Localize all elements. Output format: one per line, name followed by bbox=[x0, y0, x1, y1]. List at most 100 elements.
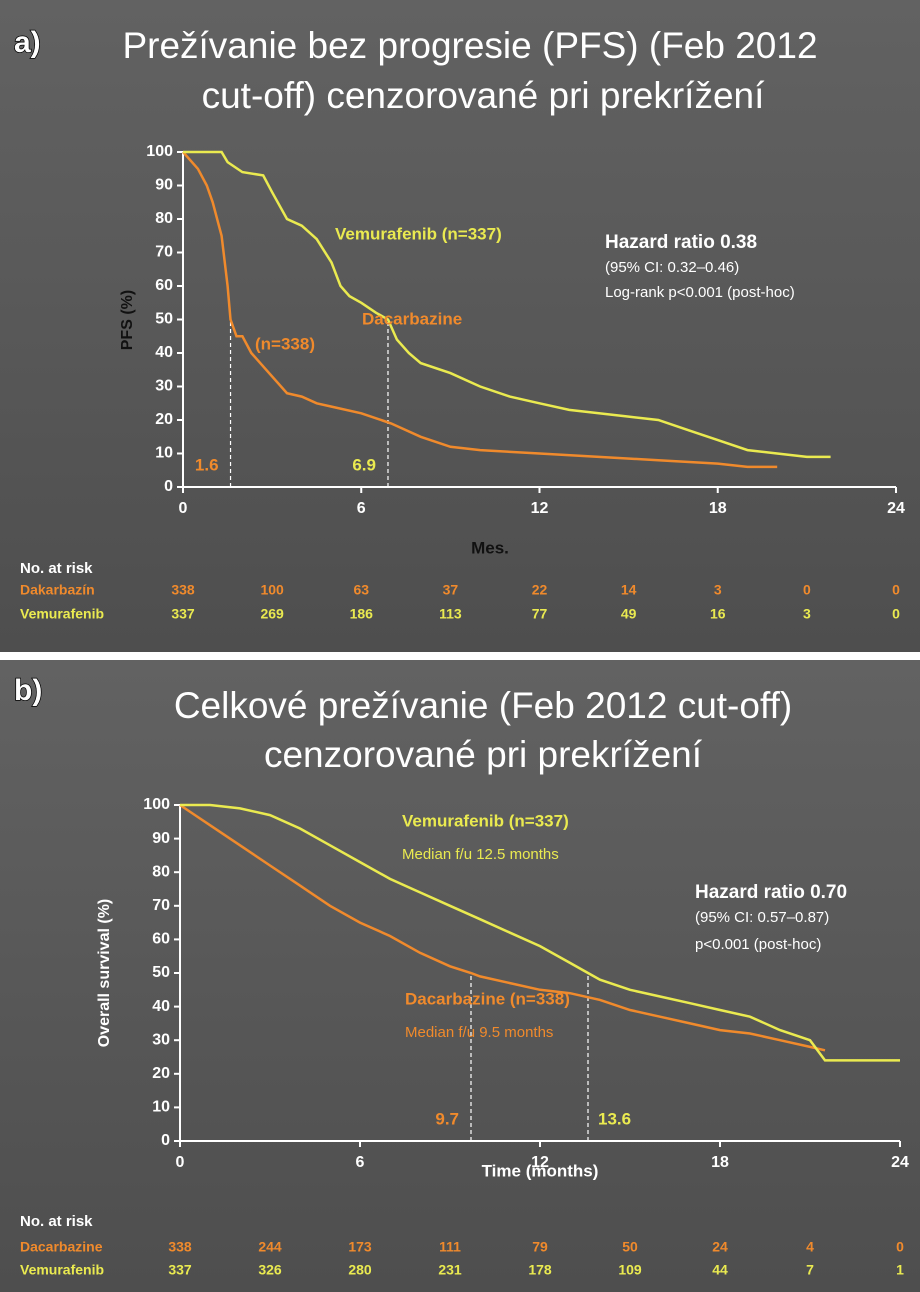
x-tick-label: 0 bbox=[179, 500, 188, 517]
annotation: Log-rank p<0.001 (post-hoc) bbox=[605, 284, 795, 301]
risk-count: 14 bbox=[621, 582, 637, 598]
risk-count: 0 bbox=[896, 1239, 904, 1255]
y-tick-label: 0 bbox=[164, 478, 173, 495]
y-tick-label: 80 bbox=[155, 210, 173, 227]
annotation: Hazard ratio 0.70 bbox=[695, 882, 847, 903]
annotation: (95% CI: 0.57–0.87) bbox=[695, 909, 829, 926]
x-tick-label: 18 bbox=[709, 500, 727, 517]
risk-table-title: No. at risk bbox=[20, 1213, 93, 1230]
risk-count: 100 bbox=[260, 582, 284, 598]
median-label: 9.7 bbox=[435, 1109, 459, 1128]
y-tick-label: 20 bbox=[155, 411, 173, 428]
y-tick-label: 50 bbox=[152, 964, 170, 981]
x-tick-label: 24 bbox=[891, 1154, 909, 1171]
y-tick-label: 10 bbox=[155, 445, 173, 462]
chart-title: cut-off) cenzorované pri prekrížení bbox=[202, 75, 766, 116]
annotation: Median f/u 12.5 months bbox=[402, 846, 559, 863]
x-tick-label: 12 bbox=[531, 1154, 549, 1171]
survival-curve bbox=[180, 803, 900, 1062]
x-axis-label: Time (months) bbox=[482, 1161, 599, 1180]
risk-count: 37 bbox=[443, 582, 459, 598]
x-tick-label: 18 bbox=[711, 1154, 729, 1171]
panel-b-background bbox=[0, 660, 920, 1292]
risk-row-name: Vemurafenib bbox=[20, 606, 104, 622]
risk-count: 3 bbox=[714, 582, 722, 598]
risk-count: 337 bbox=[171, 606, 195, 622]
survival-curve bbox=[183, 150, 831, 459]
risk-count: 326 bbox=[258, 1262, 282, 1278]
median-label: 1.6 bbox=[195, 455, 219, 474]
y-axis-label: Overall survival (%) bbox=[96, 899, 113, 1048]
y-tick-label: 30 bbox=[155, 378, 173, 395]
y-tick-label: 80 bbox=[152, 863, 170, 880]
risk-count: 173 bbox=[348, 1239, 372, 1255]
risk-count: 7 bbox=[806, 1262, 814, 1278]
chart-title: cenzorované pri prekrížení bbox=[264, 734, 703, 775]
risk-count: 0 bbox=[892, 606, 900, 622]
risk-row-name: Dakarbazín bbox=[20, 582, 95, 598]
risk-count: 22 bbox=[532, 582, 548, 598]
risk-count: 3 bbox=[803, 606, 811, 622]
annotation: Hazard ratio 0.38 bbox=[605, 232, 757, 253]
x-tick-label: 6 bbox=[356, 1154, 365, 1171]
risk-count: 77 bbox=[532, 606, 548, 622]
x-tick-label: 0 bbox=[176, 1154, 185, 1171]
y-tick-label: 90 bbox=[152, 830, 170, 847]
risk-count: 337 bbox=[168, 1262, 192, 1278]
risk-count: 63 bbox=[353, 582, 369, 598]
y-tick-label: 90 bbox=[155, 177, 173, 194]
y-tick-label: 60 bbox=[152, 931, 170, 948]
risk-row-name: Dacarbazine bbox=[20, 1239, 103, 1255]
risk-count: 4 bbox=[806, 1239, 814, 1255]
risk-count: 244 bbox=[258, 1239, 282, 1255]
y-tick-label: 100 bbox=[143, 796, 170, 813]
x-tick-label: 6 bbox=[357, 500, 366, 517]
survival-curve bbox=[179, 803, 826, 1052]
risk-count: 16 bbox=[710, 606, 726, 622]
risk-count: 0 bbox=[803, 582, 811, 598]
risk-count: 0 bbox=[892, 582, 900, 598]
annotation: (n=338) bbox=[255, 334, 315, 353]
annotation: Dacarbazine (n=338) bbox=[405, 989, 570, 1008]
risk-count: 24 bbox=[712, 1239, 728, 1255]
risk-count: 44 bbox=[712, 1262, 728, 1278]
y-axis-label: PFS (%) bbox=[119, 290, 136, 350]
panel-label: a) bbox=[14, 26, 41, 59]
annotation: Vemurafenib (n=337) bbox=[335, 224, 502, 243]
panel-a-background bbox=[0, 0, 920, 652]
chart-title: Prežívanie bez progresie (PFS) (Feb 2012 bbox=[122, 25, 817, 66]
risk-table-title: No. at risk bbox=[20, 560, 93, 577]
risk-count: 231 bbox=[438, 1262, 462, 1278]
median-label: 6.9 bbox=[352, 455, 376, 474]
risk-count: 269 bbox=[260, 606, 284, 622]
risk-count: 178 bbox=[528, 1262, 552, 1278]
y-tick-label: 20 bbox=[152, 1065, 170, 1082]
risk-count: 338 bbox=[168, 1239, 192, 1255]
risk-count: 113 bbox=[439, 606, 462, 622]
annotation: Median f/u 9.5 months bbox=[405, 1024, 553, 1041]
y-tick-label: 100 bbox=[146, 143, 173, 160]
risk-count: 338 bbox=[171, 582, 195, 598]
risk-count: 109 bbox=[618, 1262, 642, 1278]
x-axis-label: Mes. bbox=[471, 538, 509, 557]
risk-count: 280 bbox=[348, 1262, 372, 1278]
survival-curve bbox=[182, 151, 778, 469]
annotation: Vemurafenib (n=337) bbox=[402, 811, 569, 830]
panel-label: b) bbox=[14, 674, 42, 707]
risk-count: 1 bbox=[896, 1262, 904, 1278]
risk-count: 111 bbox=[439, 1239, 461, 1255]
annotation: Dacarbazine bbox=[362, 309, 462, 328]
risk-count: 186 bbox=[350, 606, 374, 622]
risk-row-name: Vemurafenib bbox=[20, 1262, 104, 1278]
y-tick-label: 60 bbox=[155, 277, 173, 294]
y-tick-label: 40 bbox=[152, 998, 170, 1015]
risk-count: 79 bbox=[532, 1239, 548, 1255]
y-tick-label: 70 bbox=[155, 244, 173, 261]
annotation: p<0.001 (post-hoc) bbox=[695, 936, 821, 953]
y-tick-label: 70 bbox=[152, 897, 170, 914]
y-tick-label: 30 bbox=[152, 1031, 170, 1048]
annotation: (95% CI: 0.32–0.46) bbox=[605, 259, 739, 276]
y-tick-label: 10 bbox=[152, 1099, 170, 1116]
x-tick-label: 12 bbox=[531, 500, 549, 517]
